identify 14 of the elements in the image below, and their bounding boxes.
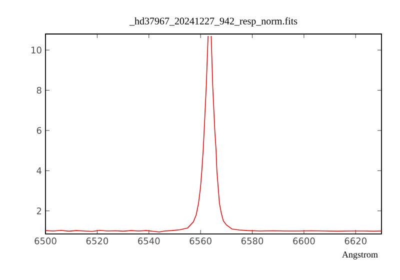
y-tick-label: 2 xyxy=(36,208,42,214)
x-tick-label: 6620 xyxy=(344,238,366,244)
x-tick-label: 6540 xyxy=(138,238,160,244)
x-tick-label: 6500 xyxy=(34,238,56,244)
x-tick-label: 6600 xyxy=(293,238,315,244)
y-tick-label: 4 xyxy=(36,167,42,174)
x-tick-label: 6520 xyxy=(86,238,108,244)
y-tick-label: 8 xyxy=(36,86,42,94)
x-tick-label: 6580 xyxy=(241,238,264,244)
y-tick-label: 10 xyxy=(32,46,42,54)
x-tick-label: 6560 xyxy=(190,238,212,244)
chart-title: _hd37967_20241227_942_resp_norm.fits xyxy=(129,17,298,26)
y-tick-label: 6 xyxy=(36,127,42,134)
x-axis-title: Angstrom xyxy=(342,252,378,260)
